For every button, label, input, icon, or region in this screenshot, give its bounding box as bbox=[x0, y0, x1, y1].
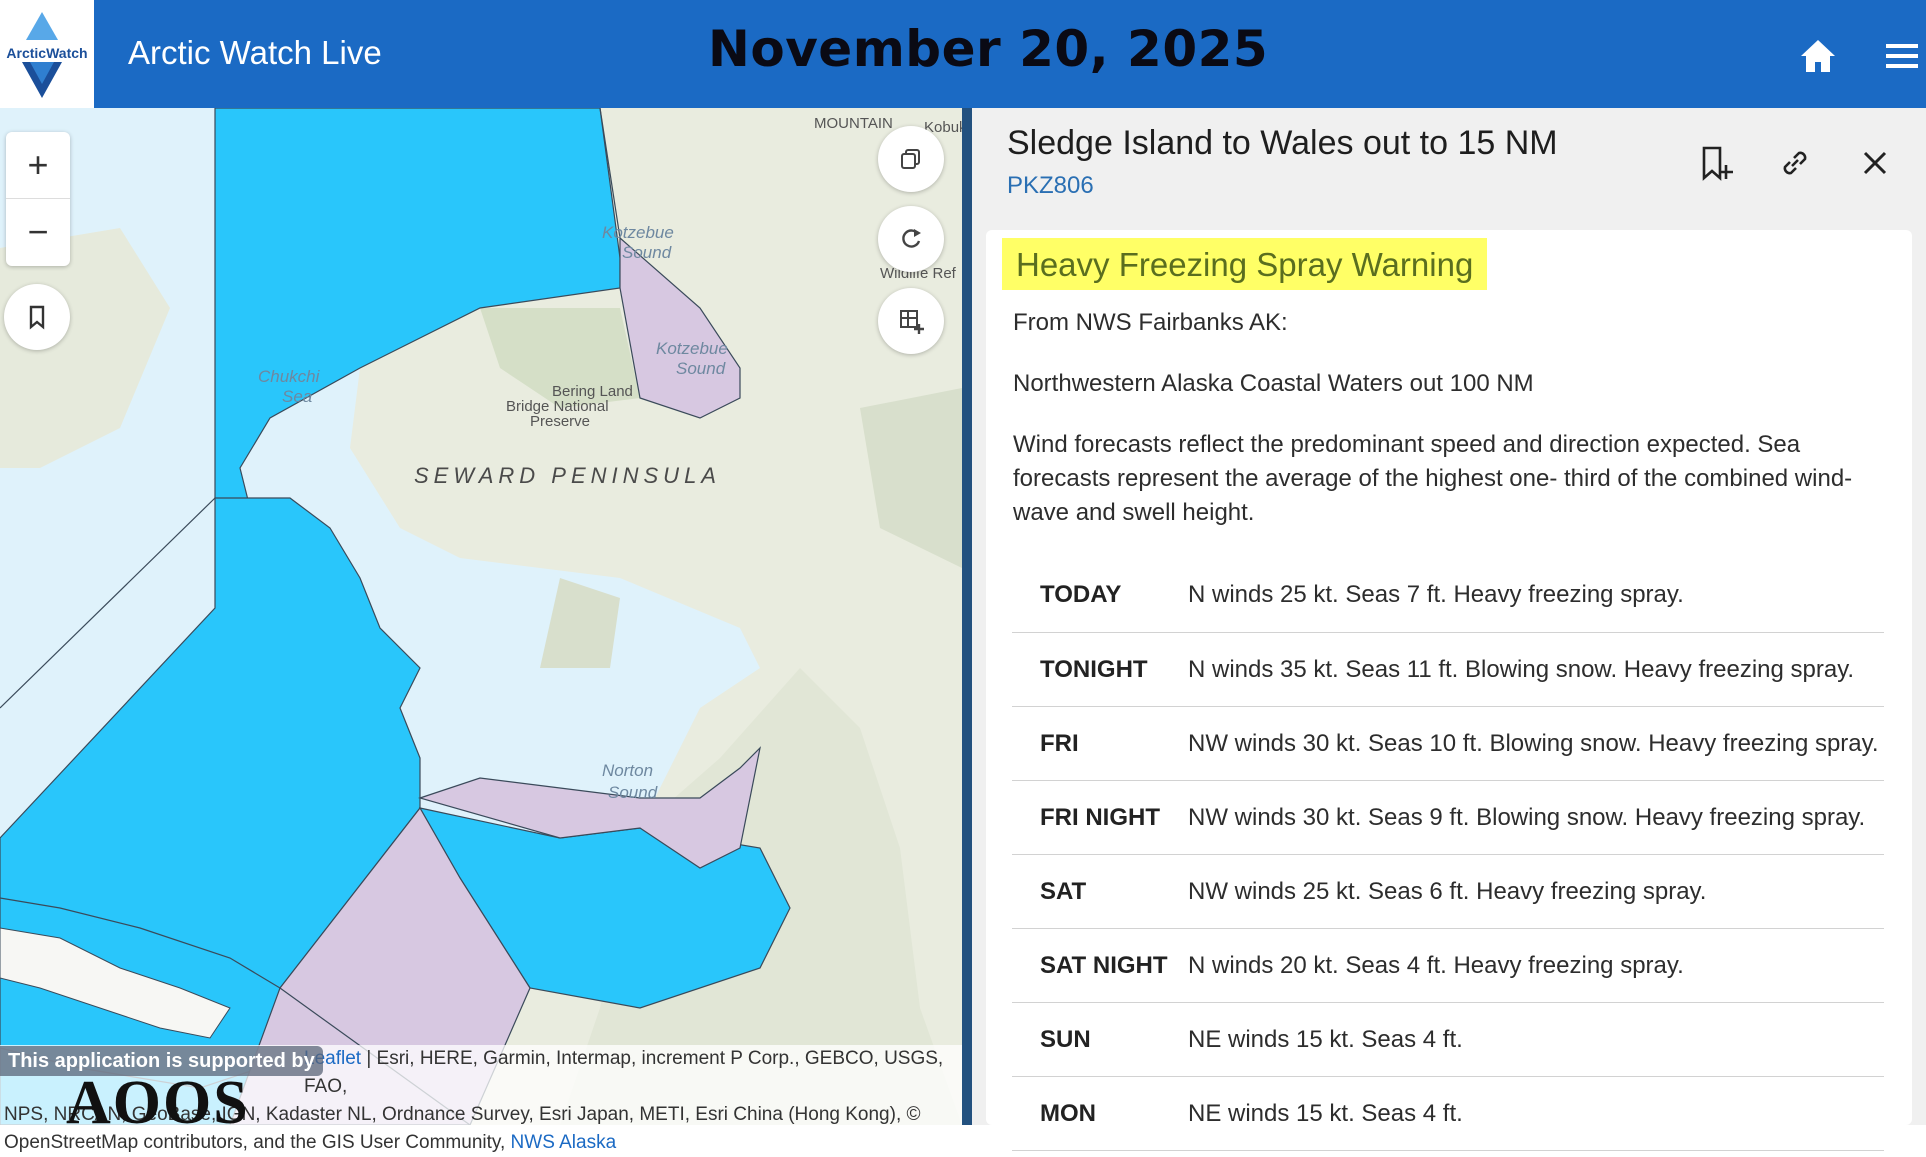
forecast-description: Wind forecasts reflect the predominant s… bbox=[1013, 431, 1853, 526]
copy-map-button[interactable] bbox=[878, 126, 944, 192]
map-label-chukchi-b: Sea bbox=[282, 387, 312, 406]
warning-headline: Heavy Freezing Spray Warning bbox=[1002, 238, 1488, 290]
share-link-button[interactable] bbox=[1770, 138, 1820, 188]
bookmark-map-button[interactable] bbox=[4, 284, 70, 350]
forecast-row: SAT NW winds 25 kt. Seas 6 ft. Heavy free… bbox=[1012, 854, 1884, 929]
panel-divider[interactable] bbox=[962, 108, 972, 1125]
forecast-text: NE winds 15 kt. Seas 4 ft. bbox=[1188, 1002, 1884, 1077]
map-label-bering-1: Bering Land bbox=[552, 383, 633, 400]
map-label-kotzebue-1b: Sound bbox=[622, 243, 672, 262]
map-label-bering-3: Preserve bbox=[530, 413, 590, 430]
zoom-control: + − bbox=[6, 132, 70, 266]
forecast-row: SUN NE winds 15 kt. Seas 4 ft. bbox=[1012, 1002, 1884, 1077]
forecast-period: TONIGHT bbox=[1012, 632, 1188, 707]
forecast-period: SAT NIGHT bbox=[1012, 928, 1188, 1003]
forecast-period: SUN bbox=[1012, 1002, 1188, 1077]
map-label-kotzebue-1a: Kotzebue bbox=[602, 223, 674, 242]
bookmark-add-icon bbox=[1702, 146, 1733, 181]
add-bookmark-button[interactable] bbox=[1690, 138, 1740, 188]
refresh-icon bbox=[902, 229, 921, 248]
attribution-line-2: NPS, NRCAN, GeoBase, IGN, Kadaster NL, O… bbox=[4, 1104, 921, 1125]
logo-text: ArcticWatch bbox=[6, 45, 87, 61]
zoom-out-button[interactable]: − bbox=[27, 211, 49, 252]
map-canvas[interactable]: Kotzebue Sound Kotzebue Sound Chukchi Se… bbox=[0, 108, 962, 1125]
forecast-text: N winds 35 kt. Seas 11 ft. Blowing snow.… bbox=[1188, 632, 1884, 707]
home-icon bbox=[1801, 40, 1835, 72]
map-label-kobuk: Kobuk bbox=[924, 119, 962, 136]
zone-detail-panel: Sledge Island to Wales out to 15 NM PKZ8… bbox=[972, 108, 1926, 1151]
map-label-kotzebue-2a: Kotzebue bbox=[656, 339, 728, 358]
map-label-seward: SEWARD PENINSULA bbox=[414, 463, 721, 488]
forecast-period: FRI NIGHT bbox=[1012, 780, 1188, 855]
map-label-chukchi-a: Chukchi bbox=[258, 367, 321, 386]
map-label-norton-a: Norton bbox=[602, 761, 653, 780]
forecast-text: N winds 25 kt. Seas 7 ft. Heavy freezing… bbox=[1188, 558, 1884, 633]
forecast-row: TODAY N winds 25 kt. Seas 7 ft. Heavy fre… bbox=[1012, 558, 1884, 633]
forecast-row: SAT NIGHT N winds 20 kt. Seas 4 ft. Heavy… bbox=[1012, 928, 1884, 1003]
app-title: Arctic Watch Live bbox=[128, 34, 382, 71]
aoos-logo[interactable]: AOOS bbox=[66, 1069, 250, 1137]
forecast-period: MON bbox=[1012, 1076, 1188, 1151]
map-label-norton-b: Sound bbox=[608, 783, 658, 802]
refresh-button[interactable] bbox=[878, 206, 944, 272]
forecast-text: N winds 20 kt. Seas 4 ft. Heavy freezing… bbox=[1188, 928, 1884, 1003]
coverage-area: Northwestern Alaska Coastal Waters out 1… bbox=[1013, 370, 1534, 397]
add-table-icon bbox=[900, 310, 924, 334]
forecast-text: NW winds 30 kt. Seas 10 ft. Blowing snow… bbox=[1188, 706, 1884, 781]
forecast-text: NW winds 30 kt. Seas 9 ft. Blowing snow.… bbox=[1188, 780, 1884, 855]
menu-button[interactable] bbox=[1876, 30, 1926, 80]
forecast-text: NW winds 25 kt. Seas 6 ft. Heavy freezin… bbox=[1188, 854, 1884, 929]
bookmark-icon bbox=[29, 305, 45, 330]
nws-alaska-link[interactable]: NWS Alaska bbox=[510, 1132, 617, 1153]
add-layer-button[interactable] bbox=[878, 288, 944, 354]
map-label-kotzebue-2b: Sound bbox=[676, 359, 726, 378]
forecast-period: TODAY bbox=[1012, 558, 1188, 633]
map-label-mountain: MOUNTAIN bbox=[814, 115, 893, 132]
app-header: ArcticWatch Arctic Watch Live November 2… bbox=[0, 0, 1926, 108]
forecast-text: NE winds 15 kt. Seas 4 ft. bbox=[1188, 1076, 1884, 1151]
forecast-row: FRI NW winds 30 kt. Seas 10 ft. Blowing s… bbox=[1012, 706, 1884, 781]
forecast-row: MON NE winds 15 kt. Seas 4 ft. bbox=[1012, 1076, 1884, 1151]
home-button[interactable] bbox=[1793, 30, 1843, 80]
zone-title: Sledge Island to Wales out to 15 NM bbox=[1007, 124, 1558, 162]
issuing-office: From NWS Fairbanks AK: bbox=[1013, 309, 1288, 336]
close-icon bbox=[1863, 151, 1887, 175]
forecast-row: TONIGHT N winds 35 kt. Seas 11 ft. Blowin… bbox=[1012, 632, 1884, 707]
attribution-line-1: Esri, HERE, Garmin, Intermap, increment … bbox=[304, 1048, 944, 1097]
close-panel-button[interactable] bbox=[1850, 138, 1900, 188]
forecast-period: FRI bbox=[1012, 706, 1188, 781]
map-label-bering-2: Bridge National bbox=[506, 398, 609, 415]
forecast-period: SAT bbox=[1012, 854, 1188, 929]
support-badge: This application is supported by bbox=[0, 1046, 323, 1076]
link-icon bbox=[1783, 151, 1807, 175]
forecast-row: FRI NIGHT NW winds 30 kt. Seas 9 ft. Blow… bbox=[1012, 780, 1884, 855]
zone-code[interactable]: PKZ806 bbox=[1007, 172, 1094, 199]
copy-icon bbox=[901, 149, 920, 169]
menu-icon bbox=[1886, 44, 1918, 68]
date-title: November 20, 2025 bbox=[708, 20, 1269, 78]
arctic-watch-logo[interactable]: ArcticWatch bbox=[0, 0, 94, 108]
map-view[interactable]: Kotzebue Sound Kotzebue Sound Chukchi Se… bbox=[0, 108, 962, 1125]
zoom-in-button[interactable]: + bbox=[27, 144, 49, 185]
forecast-card: Heavy Freezing Spray Warning From NWS Fa… bbox=[986, 230, 1912, 1151]
forecast-table: TODAY N winds 25 kt. Seas 7 ft. Heavy fre… bbox=[1012, 558, 1884, 1151]
